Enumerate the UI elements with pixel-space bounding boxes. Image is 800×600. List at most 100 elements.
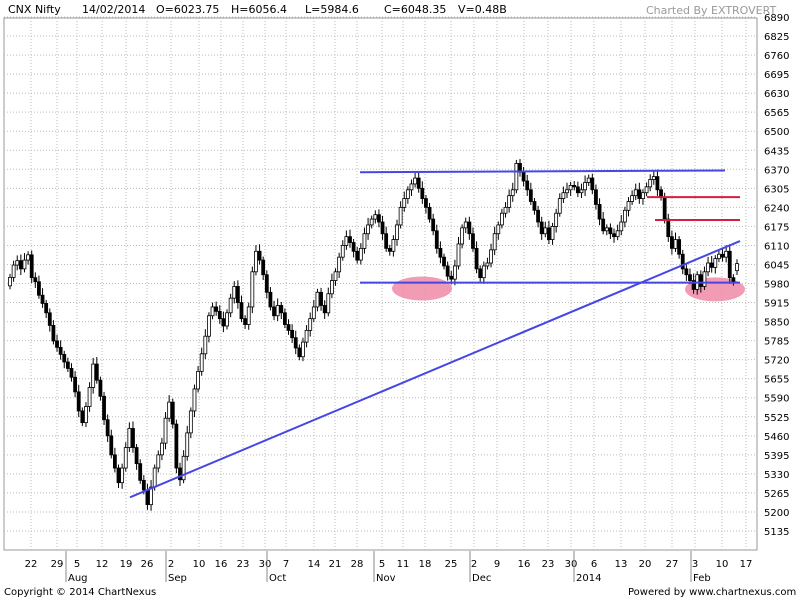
candle-body	[452, 265, 457, 280]
candle	[648, 174, 653, 192]
candle-body	[568, 185, 573, 191]
volume-value: V=0.48B	[458, 3, 507, 16]
candle	[315, 288, 320, 312]
candle-body	[724, 250, 729, 258]
candle-body	[648, 179, 653, 188]
candle-body	[22, 259, 27, 270]
candle-body	[51, 324, 56, 342]
candle	[655, 169, 660, 196]
open-value: O=6023.75	[156, 3, 220, 16]
candle	[178, 462, 182, 486]
candle	[308, 312, 313, 337]
x-tick-label: 2	[471, 559, 477, 570]
candle-body	[579, 189, 584, 194]
candle	[561, 186, 566, 203]
candle	[398, 201, 403, 229]
candle	[337, 252, 342, 278]
candle	[73, 371, 78, 398]
candle	[452, 259, 457, 286]
date-label: 14/02/2014	[82, 3, 146, 16]
candle-body	[268, 291, 273, 308]
candle	[445, 261, 450, 281]
candle	[369, 215, 374, 229]
candle-body	[40, 294, 45, 304]
candle-body	[80, 410, 85, 424]
x-tick-label: 2	[168, 559, 174, 570]
candle-body	[717, 253, 721, 260]
candle-body	[272, 306, 276, 317]
y-tick-label: 5525	[764, 413, 789, 424]
candle	[691, 273, 696, 294]
candle	[246, 302, 251, 330]
candle-body	[94, 363, 99, 381]
candle	[37, 275, 41, 299]
x-tick-label: 5	[379, 559, 385, 570]
candle-body	[315, 291, 320, 308]
candle	[149, 480, 153, 511]
month-labels: Aug Sep Oct Nov Dec 2014 Feb	[65, 551, 711, 584]
candle-body	[644, 186, 649, 194]
candle-body	[210, 306, 215, 317]
candle-body	[521, 171, 526, 182]
candle-body	[181, 455, 186, 481]
candle-body	[550, 226, 555, 240]
candle-body	[84, 406, 88, 424]
candle	[536, 205, 540, 228]
candle-body	[134, 447, 139, 465]
candle	[572, 181, 577, 191]
candle	[503, 202, 508, 218]
candle	[109, 429, 114, 459]
candle	[11, 260, 16, 282]
month-label: Dec	[472, 573, 491, 584]
y-tick-label: 6630	[764, 89, 789, 100]
candle	[380, 215, 385, 240]
candle	[583, 175, 587, 196]
candle-body	[362, 233, 367, 249]
month-label: 2014	[576, 573, 601, 584]
candle-body	[131, 428, 135, 448]
candle-body	[279, 305, 284, 314]
candle	[293, 330, 298, 355]
copyright-text: Copyright © 2014 ChartNexus	[4, 587, 157, 598]
candle	[510, 182, 515, 202]
x-tick-label: 21	[329, 559, 342, 570]
y-tick-label: 5395	[764, 451, 789, 462]
candle-body	[420, 187, 425, 199]
candle	[268, 287, 273, 311]
candle-body	[18, 260, 23, 270]
candle-body	[684, 268, 689, 276]
candle-body	[261, 259, 266, 276]
candle	[434, 224, 439, 254]
x-tick-label: 19	[120, 559, 133, 570]
candle	[735, 259, 739, 276]
y-tick-label: 6045	[764, 260, 789, 271]
watermark-text: Charted By EXTROVERT	[646, 4, 777, 17]
candle-body	[304, 329, 309, 343]
candle	[709, 255, 714, 273]
candle	[87, 382, 92, 412]
candle-body	[214, 306, 219, 312]
candle	[94, 357, 99, 384]
candle	[282, 308, 287, 329]
candle-body	[445, 265, 450, 277]
y-tick-label: 6110	[764, 241, 789, 252]
candle-body	[62, 353, 67, 363]
candle-body	[188, 410, 193, 434]
candle	[26, 251, 30, 265]
candle-body	[174, 423, 179, 469]
powered-by-link[interactable]: Powered by www.chartnexus.com	[628, 587, 797, 598]
candle	[62, 350, 67, 369]
candle	[601, 212, 606, 235]
candle	[626, 197, 631, 217]
candle-body	[196, 370, 200, 390]
candle-body	[308, 318, 313, 331]
candle-body	[424, 198, 428, 208]
x-tick-label: 20	[639, 559, 652, 570]
candle-body	[735, 263, 739, 272]
candle-body	[348, 236, 352, 243]
candle-body	[98, 379, 103, 397]
candle-body	[395, 224, 399, 240]
candle	[199, 347, 204, 376]
candle-body	[622, 209, 627, 223]
candle-body	[688, 274, 692, 281]
